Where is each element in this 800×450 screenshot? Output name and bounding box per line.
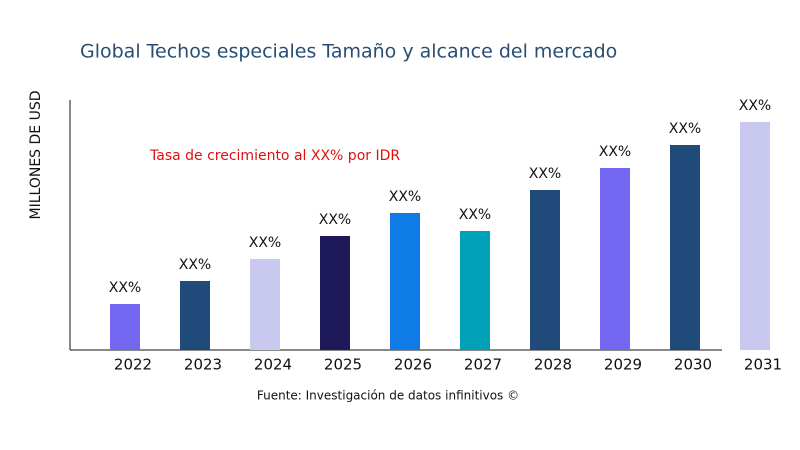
x-tick-label: 2028: [534, 356, 572, 374]
bar: [250, 259, 280, 350]
value-label: XX%: [459, 207, 491, 223]
x-tick-label: 2031: [744, 356, 782, 374]
value-label: XX%: [179, 257, 211, 273]
bar: [180, 281, 210, 350]
x-tick-label: 2024: [254, 356, 292, 374]
x-tick-label: 2026: [394, 356, 432, 374]
value-label: XX%: [739, 98, 771, 114]
x-tick-label: 2023: [184, 356, 222, 374]
source: Fuente: Investigación de datos infinitiv…: [257, 389, 519, 403]
x-tick-label: 2022: [114, 356, 152, 374]
bar: [110, 304, 140, 350]
bar: [460, 231, 490, 350]
x-tick-label: 2027: [464, 356, 502, 374]
bar: [320, 236, 350, 350]
y-axis-label: MILLONES DE USD: [28, 91, 44, 220]
value-label: XX%: [109, 280, 141, 296]
bar: [390, 213, 420, 350]
value-label: XX%: [319, 212, 351, 228]
bar: [740, 122, 770, 350]
value-label: XX%: [389, 189, 421, 205]
value-label: XX%: [599, 144, 631, 160]
annotation: Tasa de crecimiento al XX% por IDR: [149, 148, 400, 164]
x-tick-label: 2025: [324, 356, 362, 374]
value-label: XX%: [529, 166, 561, 182]
x-tick-label: 2029: [604, 356, 642, 374]
value-label: XX%: [669, 121, 701, 137]
chart-title: Global Techos especiales Tamaño y alcanc…: [80, 41, 617, 63]
value-label: XX%: [249, 235, 281, 251]
bar: [670, 145, 700, 350]
bar: [530, 190, 560, 350]
bar: [600, 168, 630, 350]
x-tick-label: 2030: [674, 356, 712, 374]
